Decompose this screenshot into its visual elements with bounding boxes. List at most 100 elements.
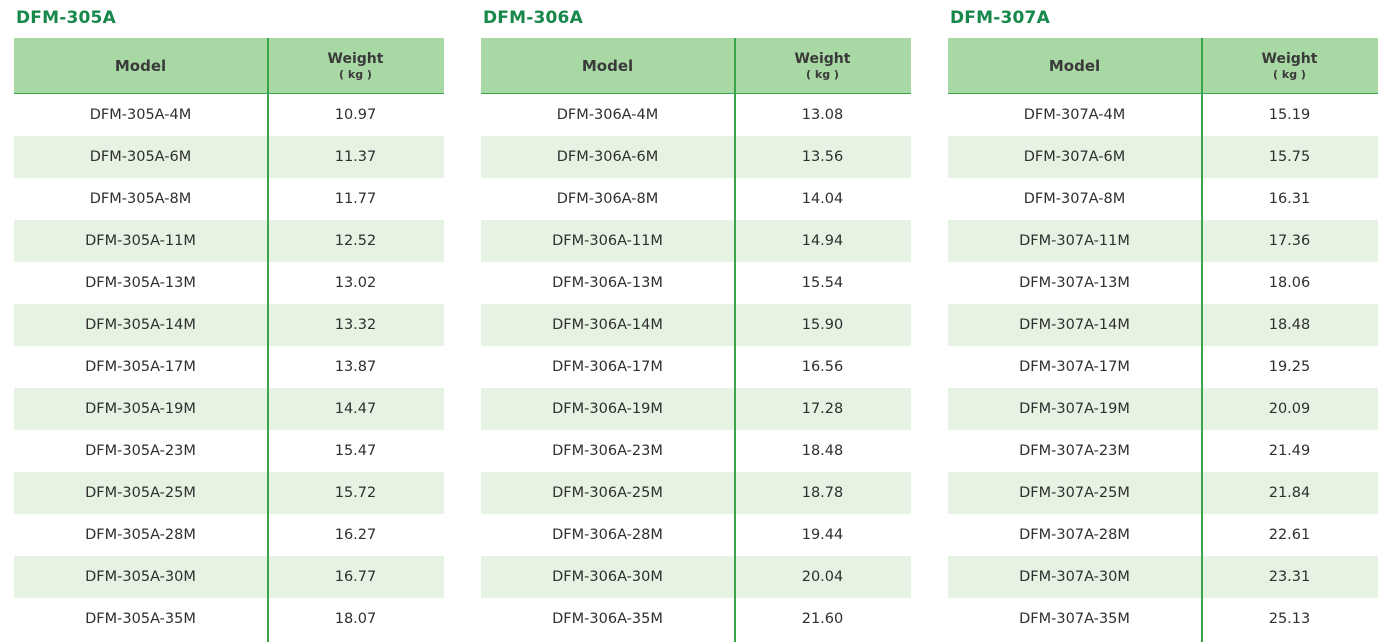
table-row: DFM-307A-17M 19.25 — [948, 346, 1378, 388]
weight-table-1: DFM-306A Model Weight( kg ) DFM-306A-4M 13.0… — [481, 0, 911, 644]
table-row: DFM-307A-35M 25.13 — [948, 598, 1378, 640]
model-cell: DFM-307A-4M — [1023, 107, 1126, 123]
model-cell: DFM-306A-4M — [556, 107, 659, 123]
weight-cell: 18.06 — [1268, 275, 1311, 291]
weight-column-header: Weight( kg ) — [1201, 38, 1378, 93]
table-row: DFM-305A-17M 13.87 — [14, 346, 444, 388]
model-cell: DFM-306A-25M — [552, 485, 663, 501]
weight-cell: 22.61 — [1268, 527, 1311, 543]
weight-cell: 17.28 — [801, 401, 844, 417]
weight-cell: 14.94 — [801, 233, 844, 249]
model-cell: DFM-306A-28M — [552, 527, 663, 543]
table-row: DFM-307A-28M 22.61 — [948, 514, 1378, 556]
model-cell: DFM-307A-30M — [1019, 569, 1130, 585]
model-cell: DFM-306A-30M — [552, 569, 663, 585]
weight-header-unit: ( kg ) — [339, 67, 372, 81]
model-cell: DFM-306A-19M — [552, 401, 663, 417]
weight-cell: 11.77 — [334, 191, 377, 207]
table-title: DFM-306A — [483, 8, 583, 28]
model-cell: DFM-305A-11M — [85, 233, 196, 249]
weight-cell: 15.54 — [801, 275, 844, 291]
table-row: DFM-305A-6M 11.37 — [14, 136, 444, 178]
model-cell: DFM-306A-17M — [552, 359, 663, 375]
weight-cell: 20.09 — [1268, 401, 1311, 417]
weight-cell: 21.84 — [1268, 485, 1311, 501]
model-cell: DFM-306A-8M — [556, 191, 659, 207]
model-cell: DFM-306A-14M — [552, 317, 663, 333]
model-cell: DFM-307A-14M — [1019, 317, 1130, 333]
table-row: DFM-305A-11M 12.52 — [14, 220, 444, 262]
table-row: DFM-305A-30M 16.77 — [14, 556, 444, 598]
column-divider — [1201, 38, 1203, 642]
table-row: DFM-307A-4M 15.19 — [948, 94, 1378, 136]
model-cell: DFM-305A-25M — [85, 485, 196, 501]
table-row: DFM-305A-19M 14.47 — [14, 388, 444, 430]
model-cell: DFM-306A-23M — [552, 443, 663, 459]
model-cell: DFM-307A-35M — [1019, 611, 1130, 627]
weight-cell: 14.04 — [801, 191, 844, 207]
model-column-header: Model — [1048, 56, 1101, 75]
weight-cell: 23.31 — [1268, 569, 1311, 585]
weight-cell: 16.77 — [334, 569, 377, 585]
table-row: DFM-305A-28M 16.27 — [14, 514, 444, 556]
weight-column-header: Weight( kg ) — [267, 38, 444, 93]
weight-cell: 17.36 — [1268, 233, 1311, 249]
weight-cell: 15.72 — [334, 485, 377, 501]
model-cell: DFM-307A-6M — [1023, 149, 1126, 165]
weight-cell: 20.04 — [801, 569, 844, 585]
model-cell: DFM-307A-17M — [1019, 359, 1130, 375]
table-row: DFM-306A-11M 14.94 — [481, 220, 911, 262]
weight-cell: 11.37 — [334, 149, 377, 165]
weight-header-label: Weight — [327, 50, 384, 67]
weight-cell: 18.48 — [801, 443, 844, 459]
weight-cell: 18.07 — [334, 611, 377, 627]
table-row: DFM-306A-19M 17.28 — [481, 388, 911, 430]
model-cell: DFM-307A-28M — [1019, 527, 1130, 543]
weight-cell: 19.25 — [1268, 359, 1311, 375]
weight-cell: 15.47 — [334, 443, 377, 459]
model-cell: DFM-305A-35M — [85, 611, 196, 627]
weight-header-unit: ( kg ) — [1273, 67, 1306, 81]
table-row: DFM-307A-6M 15.75 — [948, 136, 1378, 178]
model-cell: DFM-305A-17M — [85, 359, 196, 375]
weight-cell: 13.87 — [334, 359, 377, 375]
model-cell: DFM-305A-23M — [85, 443, 196, 459]
table-row: DFM-306A-30M 20.04 — [481, 556, 911, 598]
model-cell: DFM-305A-8M — [89, 191, 192, 207]
model-cell: DFM-305A-4M — [89, 107, 192, 123]
weight-header-label: Weight — [1261, 50, 1318, 67]
table-row: DFM-307A-30M 23.31 — [948, 556, 1378, 598]
table-row: DFM-305A-8M 11.77 — [14, 178, 444, 220]
table-row: DFM-307A-8M 16.31 — [948, 178, 1378, 220]
table-row: DFM-306A-14M 15.90 — [481, 304, 911, 346]
table-header: Model Weight( kg ) — [14, 38, 444, 94]
weight-cell: 18.78 — [801, 485, 844, 501]
table-row: DFM-306A-13M 15.54 — [481, 262, 911, 304]
weight-cell: 12.52 — [334, 233, 377, 249]
model-cell: DFM-307A-8M — [1023, 191, 1126, 207]
weight-cell: 19.44 — [801, 527, 844, 543]
weight-cell: 15.19 — [1268, 107, 1311, 123]
table-row: DFM-306A-6M 13.56 — [481, 136, 911, 178]
model-cell: DFM-306A-11M — [552, 233, 663, 249]
model-column-header: Model — [114, 56, 167, 75]
model-column-header: Model — [581, 56, 634, 75]
weight-column-header: Weight( kg ) — [734, 38, 911, 93]
column-divider — [734, 38, 736, 642]
weight-cell: 25.13 — [1268, 611, 1311, 627]
weight-cell: 14.47 — [334, 401, 377, 417]
table-row: DFM-305A-25M 15.72 — [14, 472, 444, 514]
table-row: DFM-305A-13M 13.02 — [14, 262, 444, 304]
model-cell: DFM-306A-13M — [552, 275, 663, 291]
table-row: DFM-306A-28M 19.44 — [481, 514, 911, 556]
weight-header-unit: ( kg ) — [806, 67, 839, 81]
table-row: DFM-307A-11M 17.36 — [948, 220, 1378, 262]
weight-cell: 16.31 — [1268, 191, 1311, 207]
weight-cell: 13.32 — [334, 317, 377, 333]
weight-cell: 18.48 — [1268, 317, 1311, 333]
weight-cell: 10.97 — [334, 107, 377, 123]
model-cell: DFM-305A-30M — [85, 569, 196, 585]
model-cell: DFM-307A-19M — [1019, 401, 1130, 417]
weight-table-2: DFM-307A Model Weight( kg ) DFM-307A-4M 15.1… — [948, 0, 1378, 644]
weight-table-0: DFM-305A Model Weight( kg ) DFM-305A-4M 10.9… — [14, 0, 444, 644]
